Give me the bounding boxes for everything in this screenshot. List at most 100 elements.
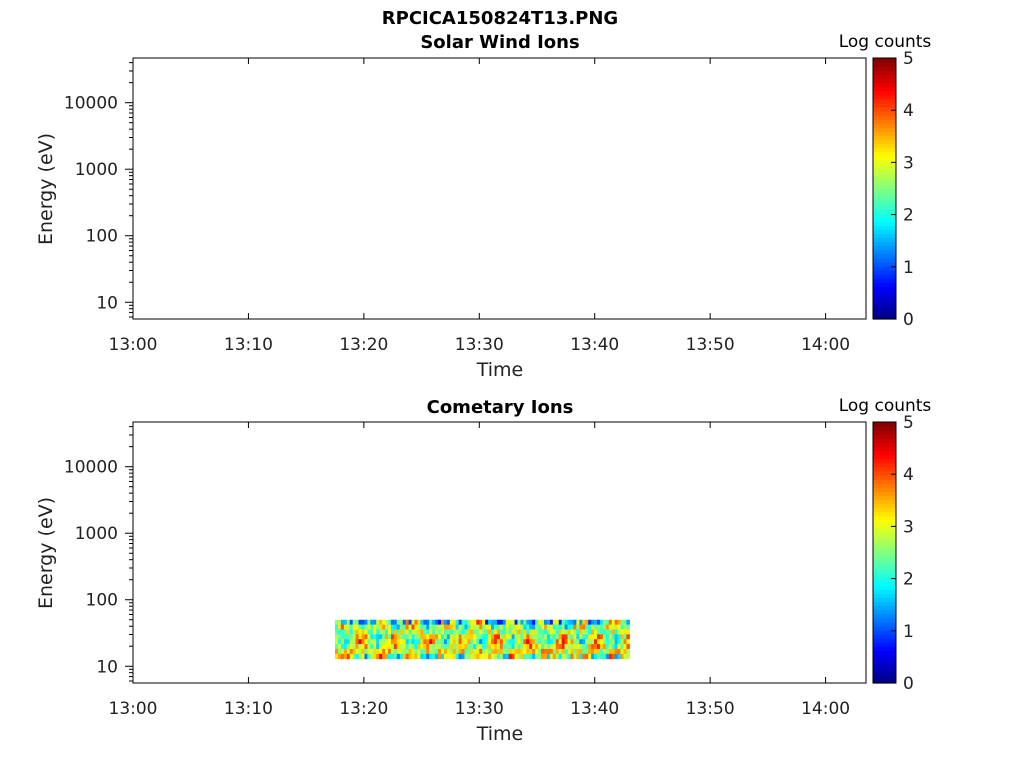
heatmap-cell xyxy=(423,639,427,645)
heatmap-cell xyxy=(626,619,630,626)
heatmap-cell xyxy=(526,639,530,645)
heatmap-cell xyxy=(608,619,613,626)
heatmap-cell xyxy=(352,648,357,655)
heatmap-cell xyxy=(435,619,439,626)
heatmap-cell xyxy=(399,634,404,640)
heatmap-cell xyxy=(623,634,627,640)
heatmap-cell xyxy=(346,634,351,640)
heatmap-cell xyxy=(385,624,389,630)
heatmap-cell xyxy=(579,624,583,630)
heatmap-cell xyxy=(420,639,424,645)
heatmap-cell xyxy=(393,624,398,630)
colorbar-segment xyxy=(873,540,896,545)
heatmap-cell xyxy=(346,648,351,655)
heatmap-cell xyxy=(588,644,592,650)
heatmap-cell xyxy=(379,624,383,630)
colorbar-segment xyxy=(873,257,896,263)
heatmap-cell xyxy=(455,644,460,650)
heatmap-cell xyxy=(449,619,454,626)
heatmap-cell xyxy=(508,644,513,650)
heatmap-cell xyxy=(385,619,389,626)
colorbar-segment xyxy=(873,511,896,517)
heatmap-cell xyxy=(467,624,471,630)
heatmap-cell xyxy=(623,644,627,650)
heatmap-cell xyxy=(467,653,471,660)
colorbar-segment xyxy=(873,306,896,312)
heatmap-cell xyxy=(502,629,507,635)
heatmap-cell xyxy=(435,644,439,650)
colorbar-segment xyxy=(873,282,896,287)
x-axis: 13:00 13:10 13:20 13:30 13:40 13:50 14:00 xyxy=(109,422,850,719)
colorbar-segment xyxy=(873,229,896,234)
colorbar-segment xyxy=(873,184,896,190)
y-axis: 10 100 1000 10000 xyxy=(64,426,133,682)
heatmap-cell xyxy=(355,624,360,630)
heatmap-cell xyxy=(538,639,542,645)
x-tick-label: 13:20 xyxy=(339,699,388,719)
heatmap-cell xyxy=(523,648,527,655)
heatmap-cell xyxy=(337,648,342,655)
colorbar-segment xyxy=(873,430,896,435)
colorbar-segment xyxy=(873,119,896,124)
heatmap-cell xyxy=(458,624,463,630)
heatmap-cell xyxy=(373,648,377,655)
colorbar-segment xyxy=(873,66,896,71)
heatmap-cell xyxy=(470,629,474,635)
colorbar-segment xyxy=(873,601,896,607)
heatmap-cell xyxy=(496,648,501,655)
heatmap-cell xyxy=(505,629,510,635)
heatmap-cell xyxy=(543,634,548,640)
heatmap-cell xyxy=(470,624,474,630)
heatmap-cell xyxy=(608,624,613,630)
heatmap-cell xyxy=(608,644,613,650)
heatmap-cell xyxy=(461,644,466,650)
colorbar-segment xyxy=(873,192,896,198)
colorbar-segment xyxy=(873,286,896,292)
heatmap-cell xyxy=(446,648,451,655)
heatmap-cell xyxy=(455,648,460,655)
colorbar-tick-label: 1 xyxy=(903,622,914,642)
heatmap-cell xyxy=(367,634,371,640)
heatmap-cell xyxy=(502,634,507,640)
heatmap-cell xyxy=(485,619,489,626)
heatmap-cell xyxy=(417,634,421,640)
heatmap-cell xyxy=(352,634,357,640)
colorbar-segment xyxy=(873,581,896,586)
heatmap-cell xyxy=(591,644,595,650)
heatmap-cell xyxy=(558,619,563,626)
heatmap-cell xyxy=(382,629,386,635)
colorbar-segment xyxy=(873,74,896,79)
heatmap-cell xyxy=(582,624,586,630)
heatmap-cell xyxy=(399,644,404,650)
heatmap-cell xyxy=(446,634,451,640)
colorbar-tick-label: 3 xyxy=(903,153,914,173)
heatmap-cell xyxy=(482,639,486,645)
colorbar-segment xyxy=(873,536,896,541)
heatmap-cell xyxy=(432,624,436,630)
heatmap-cell xyxy=(461,619,466,626)
heatmap-cell xyxy=(523,619,527,626)
heatmap-cell xyxy=(452,644,457,650)
heatmap-cell xyxy=(499,639,504,645)
heatmap-cell xyxy=(596,619,601,626)
heatmap-cell xyxy=(517,644,521,650)
heatmap-cell xyxy=(382,619,386,626)
heatmap-cell xyxy=(508,624,513,630)
heatmap-cell xyxy=(402,634,407,640)
heatmap-cell xyxy=(555,653,560,660)
heatmap-cell xyxy=(599,639,604,645)
heatmap-cell xyxy=(461,624,466,630)
heatmap-cell xyxy=(387,644,392,650)
heatmap-cell xyxy=(599,624,604,630)
colorbar-segment xyxy=(873,593,896,598)
heatmap-cell xyxy=(532,644,536,650)
heatmap-cell xyxy=(343,653,348,660)
heatmap-cell xyxy=(532,653,536,660)
heatmap-cell xyxy=(485,648,489,655)
heatmap-cell xyxy=(382,653,386,660)
heatmap-cell xyxy=(538,634,542,640)
heatmap-cell xyxy=(532,629,536,635)
heatmap-cell xyxy=(417,639,421,645)
heatmap-cell xyxy=(438,648,442,655)
heatmap-cell xyxy=(529,624,533,630)
